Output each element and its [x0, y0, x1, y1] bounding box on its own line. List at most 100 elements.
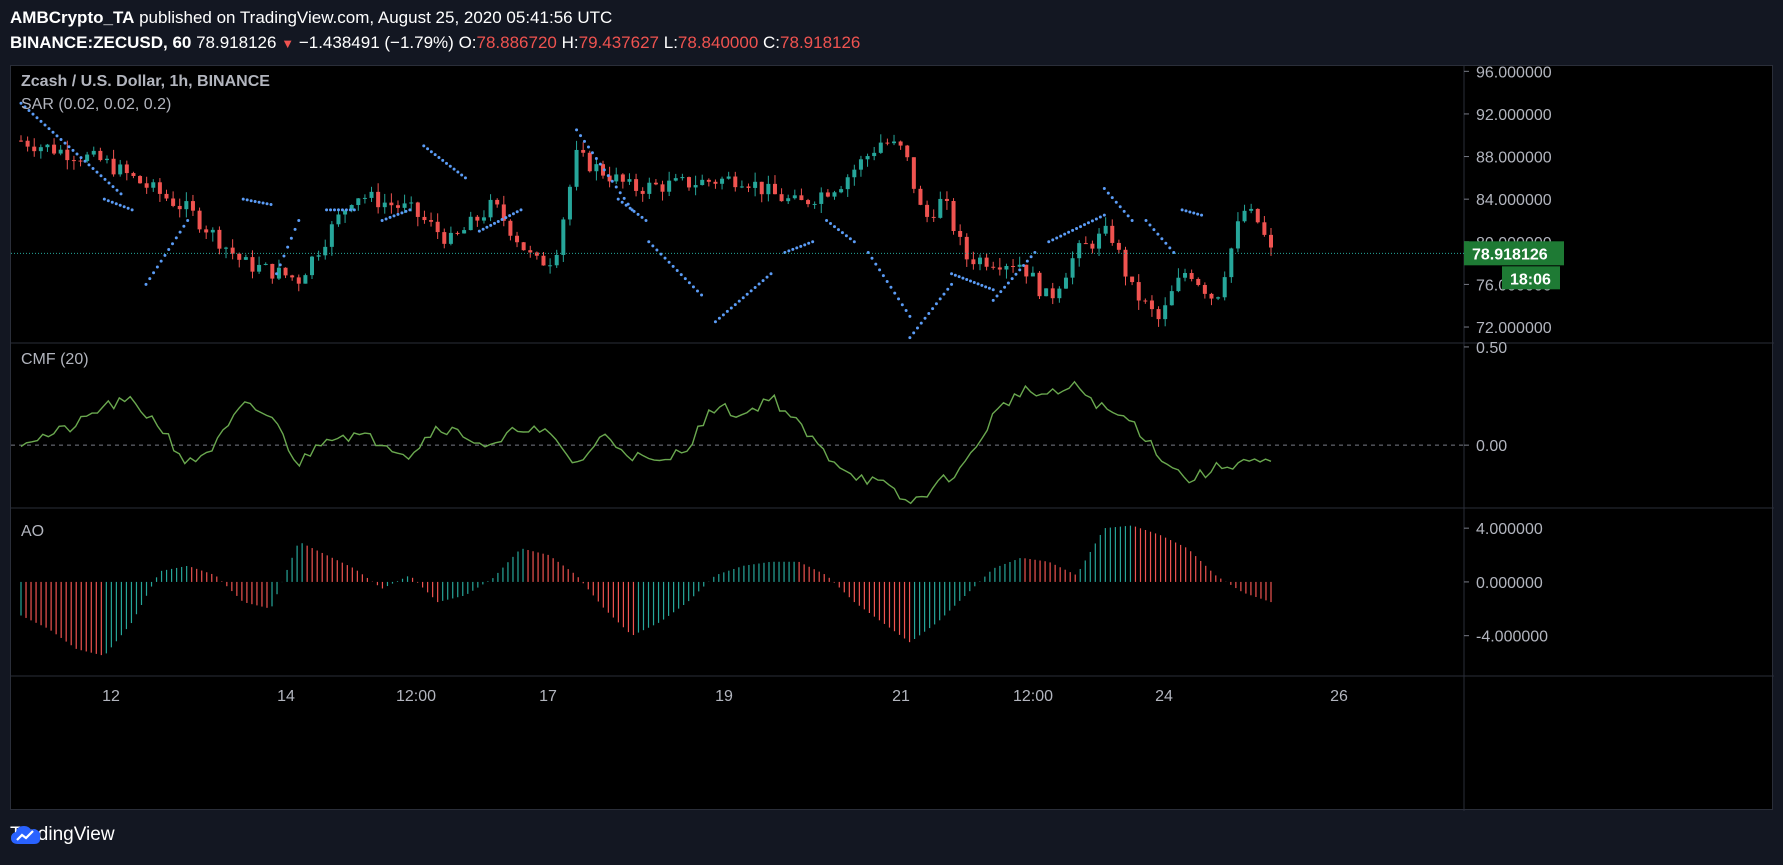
sar-dot — [659, 252, 663, 256]
sar-dot — [408, 208, 412, 212]
sar-dot — [866, 250, 870, 254]
sar-dot — [881, 274, 885, 278]
candle — [1044, 288, 1049, 297]
sar-dot — [908, 314, 912, 318]
candle — [91, 150, 96, 155]
candle — [1229, 248, 1234, 278]
open-label: O: — [458, 33, 477, 52]
sar-dot — [340, 208, 344, 212]
sar-dot — [384, 217, 388, 221]
sar-dot — [624, 203, 628, 207]
sar-dot — [79, 156, 83, 160]
candle — [296, 277, 301, 284]
sar-dot — [640, 215, 644, 219]
sar-dot — [51, 130, 55, 134]
sar-dot — [1098, 215, 1102, 219]
time-tick-label: 26 — [1330, 688, 1348, 705]
ao-legend: AO — [21, 523, 44, 540]
sar-dot — [115, 188, 119, 192]
sar-dot — [102, 197, 106, 201]
candle — [131, 173, 136, 177]
sar-dot — [91, 166, 95, 170]
candle — [323, 246, 328, 256]
candle — [660, 184, 665, 192]
candle — [25, 140, 30, 147]
candle — [356, 198, 361, 206]
candle — [343, 210, 348, 215]
sar-dot — [1079, 225, 1083, 229]
sar-dot — [1094, 217, 1098, 221]
sar-dot — [1063, 232, 1067, 236]
sar-dot — [741, 296, 745, 300]
sar-dot — [508, 214, 512, 218]
sar-dot — [622, 196, 626, 200]
sar-dot — [336, 208, 340, 212]
sar-dot — [286, 245, 290, 249]
sar-dot — [452, 167, 456, 171]
sar-dot — [725, 309, 729, 313]
sar-dot — [39, 119, 43, 123]
sar-dot — [265, 202, 269, 206]
sar-dot — [961, 276, 965, 280]
candle — [614, 174, 619, 182]
sar-dot — [769, 272, 773, 276]
sar-dot — [1118, 205, 1122, 209]
sar-dot — [667, 260, 671, 264]
candle — [951, 200, 956, 232]
time-tick-label: 12:00 — [1013, 688, 1053, 705]
sar-dot — [874, 262, 878, 266]
sar-dot — [987, 286, 991, 290]
candle — [475, 216, 480, 221]
author-name[interactable]: AMBCrypto_TA — [10, 8, 135, 27]
candle — [45, 144, 50, 148]
candle — [581, 149, 586, 153]
close-label: C: — [763, 33, 781, 52]
sar-dot — [1047, 240, 1051, 244]
candle — [1262, 222, 1267, 235]
sar-dot — [995, 294, 999, 298]
sar-dot — [1102, 187, 1106, 191]
sar-dot — [106, 199, 110, 203]
sar-dot — [43, 123, 47, 127]
sar-dot — [1090, 219, 1094, 223]
cmf-tick-label: 0.00 — [1476, 438, 1507, 455]
candle — [38, 147, 43, 152]
sar-dot — [59, 138, 63, 142]
sar-dot — [632, 209, 636, 213]
sar-dot — [448, 164, 452, 168]
candle — [1011, 265, 1016, 267]
sar-dot — [396, 212, 400, 216]
sar-dot — [832, 225, 836, 229]
sar-dot — [606, 174, 610, 178]
candle — [1136, 282, 1141, 301]
candle — [819, 192, 824, 204]
candle — [98, 150, 103, 161]
candle — [310, 256, 315, 276]
candle — [488, 199, 493, 218]
sar-dot — [616, 197, 620, 201]
candle — [1216, 297, 1221, 299]
sar-dot — [99, 174, 103, 178]
sar-dot — [1106, 191, 1110, 195]
candle — [71, 160, 76, 162]
high-value: 79.437627 — [578, 33, 659, 52]
symbol-label[interactable]: BINANCE:ZECUSD, 60 — [10, 33, 192, 52]
sar-dot — [152, 271, 156, 275]
candle — [1196, 278, 1201, 285]
sar-dot — [1160, 237, 1164, 241]
sar-dot — [433, 153, 437, 157]
candle — [931, 216, 936, 218]
sar-dot — [167, 248, 171, 252]
tradingview-footer[interactable]: TradingView — [10, 824, 115, 846]
sar-dot — [840, 231, 844, 235]
candle — [243, 257, 248, 260]
sar-dot — [586, 145, 590, 149]
sar-dot — [1196, 212, 1200, 216]
chart-area[interactable]: 96.00000092.00000088.00000084.00000080.0… — [10, 65, 1774, 811]
candle — [58, 149, 63, 154]
sar-dot — [1164, 241, 1168, 245]
candle — [1024, 264, 1029, 277]
candle — [1189, 273, 1194, 279]
chart-svg[interactable]: 96.00000092.00000088.00000084.00000080.0… — [11, 66, 1774, 811]
candle — [204, 229, 209, 233]
